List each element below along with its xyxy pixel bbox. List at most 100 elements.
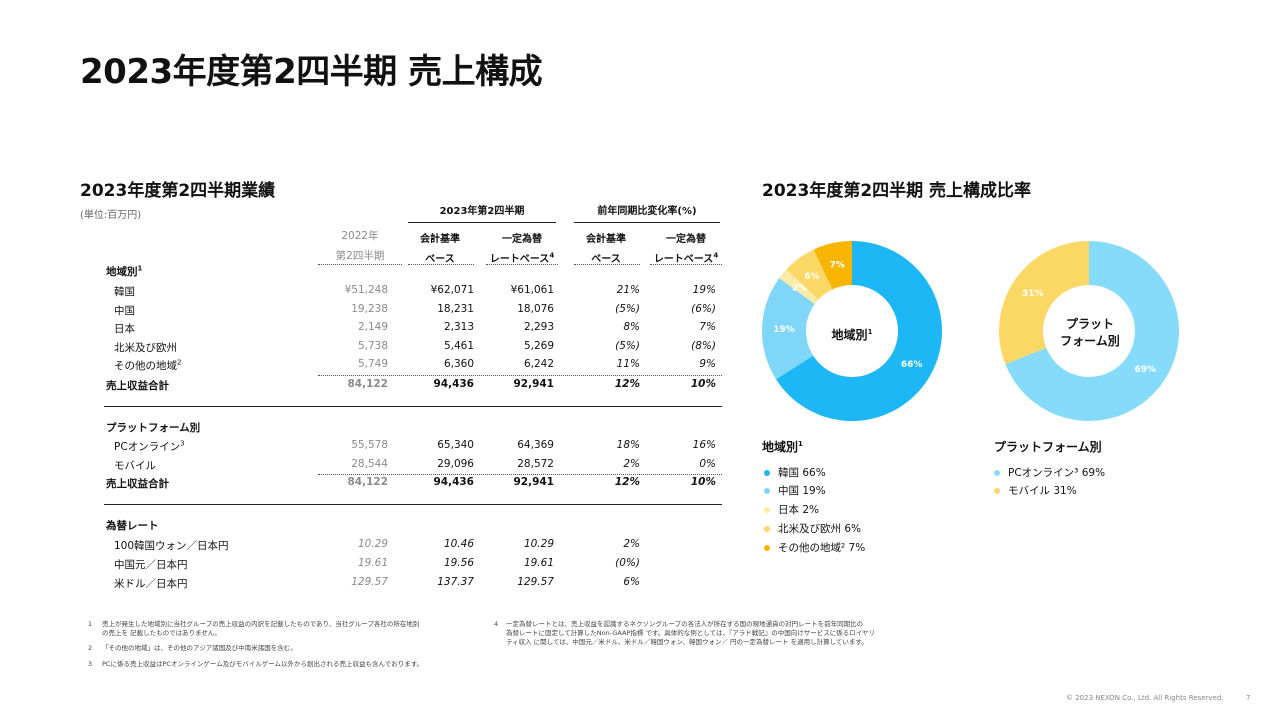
cell-fx: 19.61 [523, 557, 554, 569]
cell-acct: 94,436 [433, 476, 474, 488]
cell-acct: 2,313 [443, 321, 474, 333]
cell-fx: 6,242 [523, 358, 554, 370]
charts-heading: 2023年度第2四半期 売上構成比率 [762, 181, 1032, 201]
cell-acct: 6,360 [443, 358, 474, 370]
legend-swatch [994, 488, 1000, 494]
cell-chg-acct: (5%) [615, 340, 640, 352]
legend-text: その他の地域² 7% [778, 542, 866, 554]
cell-fx: 18,076 [517, 303, 554, 315]
legend-swatch [764, 507, 770, 513]
cell-acct: 5,461 [443, 340, 474, 352]
row-label: 韓国 [114, 286, 135, 298]
footnote-4-line-c: ティ収入 に関しては、中国元／米ドル、米ドル／韓国ウォン、韓国ウォン／ 円の一定… [506, 638, 868, 646]
cell-chg-acct: 18% [616, 439, 640, 451]
legend-item: モバイル 31% [994, 483, 1077, 498]
cell-acct: 29,096 [437, 458, 474, 470]
cell-chg-acct: 21% [616, 284, 640, 296]
col-fx-2-sup: 4 [549, 251, 555, 260]
center-platform-line1: プラット [1065, 317, 1114, 331]
legend-swatch [764, 470, 770, 476]
donut-slice-北米及び欧州 [786, 249, 833, 300]
cell-chg-fx: 0% [699, 458, 716, 470]
donut-label-北米及び欧州: 6% [804, 272, 819, 282]
col-fx-1: 一定為替 [502, 234, 542, 245]
footnote-1: 売上が発生した地域別に当社グループの売上収益の内訳を記載したものであり、当社グル… [102, 620, 462, 638]
cell-fx: 5,269 [523, 340, 554, 352]
cell-chg-acct: 8% [623, 321, 640, 333]
donut-slice-PCオンライン [1005, 241, 1179, 421]
center-region-sup: 1 [867, 328, 873, 336]
cell-prev: 19,238 [351, 303, 388, 315]
legend-item: その他の地域² 7% [764, 540, 865, 555]
legend-platform-title: プラットフォーム別 [994, 440, 1102, 454]
col-acct-2: ベース [425, 254, 455, 265]
cell-chg-acct: (5%) [615, 303, 640, 315]
footnote-2: 「その他の地域」は、その他のアジア諸国及び中南米諸国を含む。 [102, 644, 297, 652]
cell-chg-fx: 10% [690, 378, 716, 390]
cell-prev: 2,149 [357, 321, 388, 333]
cell-prev: 84,122 [347, 378, 388, 390]
cell-prev: 129.57 [351, 576, 388, 588]
donut-slice-その他の地域 [813, 241, 852, 290]
col-acct-1: 会計基準 [420, 234, 460, 245]
platform-section-label: プラットフォーム別 [106, 422, 201, 434]
footnote-3: PCに係る売上収益はPCオンラインゲーム及びモバイルゲーム以外から創出される売上… [102, 660, 424, 668]
donut-chart-platform: 69% 31% [999, 241, 1179, 421]
col-chg-fx-1: 一定為替 [666, 234, 706, 245]
row-label-sup: 3 [180, 439, 185, 448]
row-label: 中国元／日本円 [114, 559, 188, 571]
col-prev-quarter: 第2四半期 [335, 250, 385, 262]
donut-slice-モバイル [999, 241, 1089, 365]
legend-item: 北米及び欧州 6% [764, 521, 861, 536]
cell-chg-acct: 11% [616, 358, 640, 370]
donut-label-その他の地域: 7% [830, 261, 845, 271]
legend-item: 日本 2% [764, 502, 819, 517]
row-label-text: PCオンライン [114, 441, 181, 453]
cell-chg-fx: 16% [692, 439, 716, 451]
cell-chg-fx: 7% [699, 321, 716, 333]
footnote-3-num: 3 [88, 660, 93, 668]
cell-prev: 84,122 [347, 476, 388, 488]
legend-region-title: 地域別1 [762, 438, 803, 455]
page-title: 2023年度第2四半期 売上構成 [80, 52, 543, 92]
table-heading: 2023年度第2四半期業績 [80, 181, 276, 201]
row-label: 日本 [114, 323, 135, 335]
donut-charts: 66% 19% 2% 6% 7% 69% 31% [762, 241, 1179, 421]
legend-region-title-sup: 1 [798, 440, 803, 448]
donut-slice-韓国 [776, 241, 942, 421]
cell-chg-acct: 6% [623, 576, 640, 588]
row-label: PCオンライン3 [114, 439, 185, 454]
donut-label-PCオンライン: 69% [1134, 365, 1156, 375]
row-label: 中国 [114, 305, 135, 317]
legend-swatch [764, 488, 770, 494]
center-region-text: 地域別 [831, 328, 868, 342]
copyright: © 2023 NEXON Co., Ltd. All Rights Reserv… [1066, 694, 1224, 702]
col-chg-acct-2: ベース [591, 254, 621, 265]
cell-acct: ¥62,071 [430, 284, 474, 296]
donut-label-日本: 2% [792, 284, 807, 294]
donut-slice-中国 [762, 278, 815, 380]
legend-swatch [994, 470, 1000, 476]
legend-text: PCオンライン³ 69% [1008, 467, 1106, 479]
cell-prev: ¥51,248 [344, 284, 388, 296]
group-header-current: 2023年第2四半期 [439, 206, 525, 217]
donut-slice-日本 [779, 269, 819, 304]
cell-acct: 65,340 [437, 439, 474, 451]
legend-text: 北米及び欧州 6% [778, 523, 861, 535]
region-label-sup: 1 [137, 264, 143, 273]
legend-item: 韓国 66% [764, 465, 826, 480]
col-fx-2-text: レートベース [489, 254, 550, 265]
cell-chg-fx: 10% [690, 476, 716, 488]
donut-label-モバイル: 31% [1022, 289, 1044, 299]
unit-label: (単位:百万円) [80, 210, 142, 221]
cell-fx: 92,941 [513, 476, 554, 488]
region-label-text: 地域別 [106, 266, 138, 278]
cell-chg-fx: (6%) [691, 303, 716, 315]
cell-prev: 5,749 [357, 358, 388, 370]
footnote-2-num: 2 [88, 644, 93, 652]
cell-acct: 94,436 [433, 378, 474, 390]
cell-chg-acct: 12% [614, 476, 640, 488]
cell-fx: ¥61,061 [510, 284, 554, 296]
legend-swatch [764, 526, 770, 532]
legend-item: 中国 19% [764, 483, 826, 498]
